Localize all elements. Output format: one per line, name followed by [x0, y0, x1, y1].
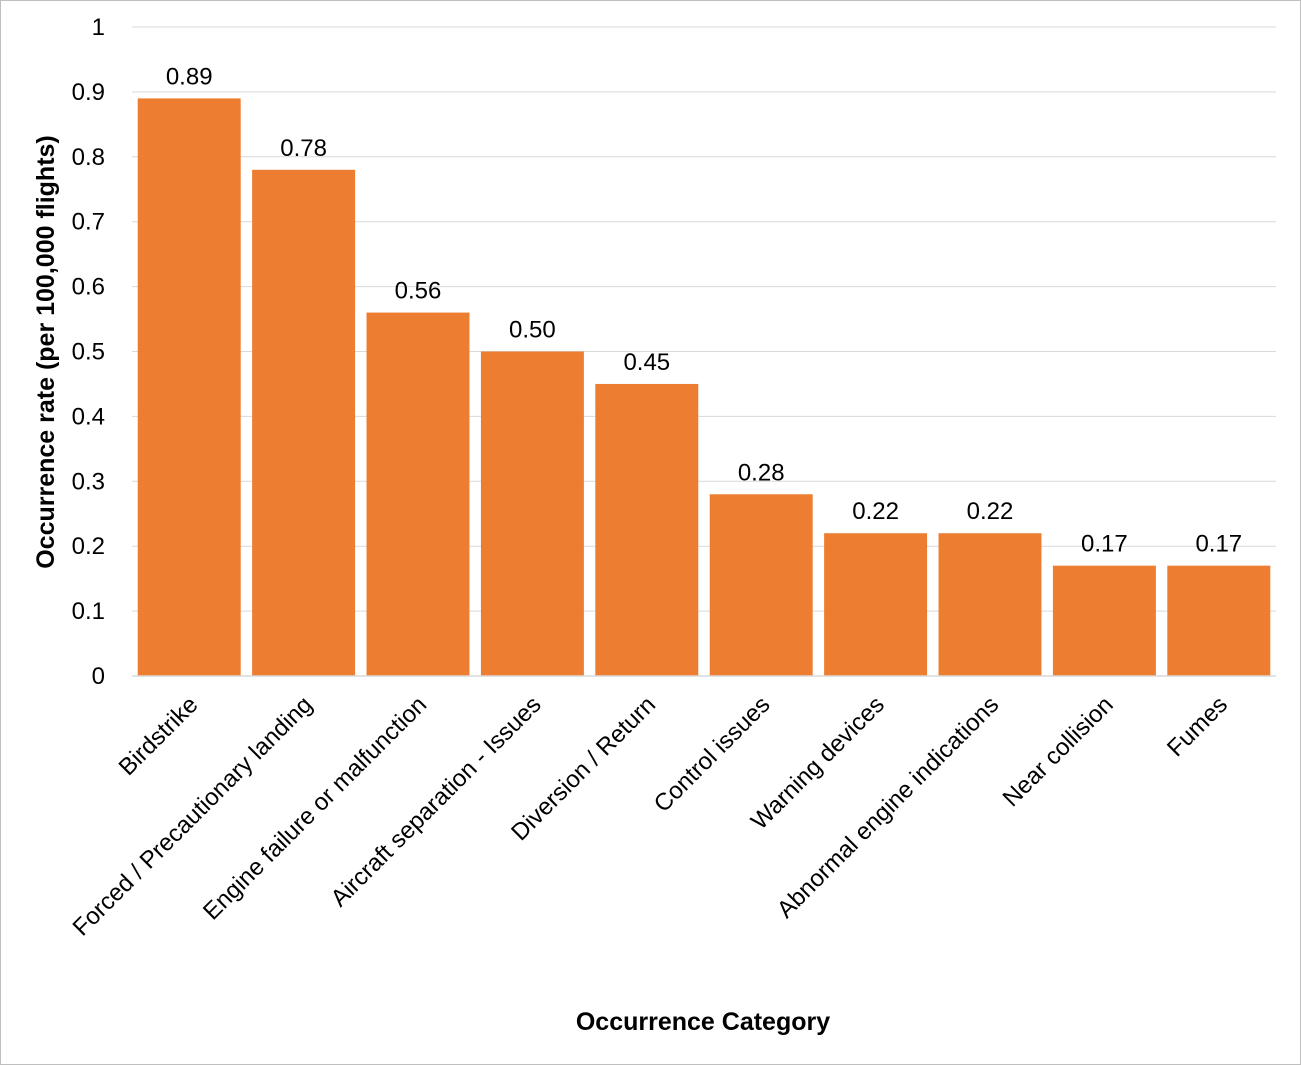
y-tick-label: 0.4	[72, 403, 105, 430]
bar	[252, 169, 356, 676]
y-tick-label: 0	[92, 663, 105, 690]
y-axis-tick-labels: 0 0.1 0.2 0.3 0.4 0.5 0.6 0.7 0.8 0.9 1	[72, 14, 105, 690]
y-tick-label: 0.6	[72, 274, 105, 301]
data-label: 0.17	[1081, 531, 1128, 558]
y-tick-label: 0.1	[72, 598, 105, 625]
bars	[137, 98, 1271, 676]
x-category-label: Engine failure or malfunction	[198, 691, 432, 925]
bar	[595, 383, 699, 676]
x-category-label: Abnormal engine indications	[772, 691, 1004, 923]
y-tick-label: 0.7	[72, 209, 105, 236]
x-category-label: Aircraft separation - Issues	[326, 691, 547, 912]
data-label: 0.28	[738, 459, 785, 486]
y-tick-label: 0.5	[72, 339, 105, 366]
data-label: 0.89	[166, 63, 213, 90]
x-category-label: Birdstrike	[114, 691, 204, 781]
x-category-label: Fumes	[1162, 691, 1233, 762]
data-labels: 0.89 0.78 0.56 0.50 0.45 0.28 0.22 0.22 0.17 0.17	[166, 63, 1242, 557]
bar	[366, 312, 470, 676]
bar	[1052, 565, 1156, 676]
bar	[938, 533, 1042, 676]
data-label: 0.22	[852, 498, 899, 525]
y-tick-label: 0.3	[72, 468, 105, 495]
bar	[824, 533, 928, 676]
x-category-label: Control issues	[649, 691, 776, 818]
bar	[1167, 565, 1271, 676]
data-label: 0.78	[280, 135, 327, 162]
data-label: 0.22	[967, 498, 1014, 525]
bar	[137, 98, 241, 676]
y-tick-label: 0.2	[72, 533, 105, 560]
data-label: 0.17	[1195, 531, 1242, 558]
y-tick-label: 0.9	[72, 79, 105, 106]
x-category-label: Forced / Precautionary landing	[68, 691, 318, 941]
data-label: 0.50	[509, 317, 556, 344]
data-label: 0.45	[623, 349, 670, 376]
bar	[480, 351, 584, 676]
bar	[709, 494, 813, 676]
data-label: 0.56	[395, 278, 442, 305]
y-tick-label: 1	[92, 14, 105, 41]
y-tick-label: 0.8	[72, 144, 105, 171]
x-category-label: Near collision	[998, 691, 1119, 812]
x-axis-title: Occurrence Category	[576, 1008, 830, 1036]
y-axis-title: Occurrence rate (per 100,000 flights)	[32, 135, 60, 569]
